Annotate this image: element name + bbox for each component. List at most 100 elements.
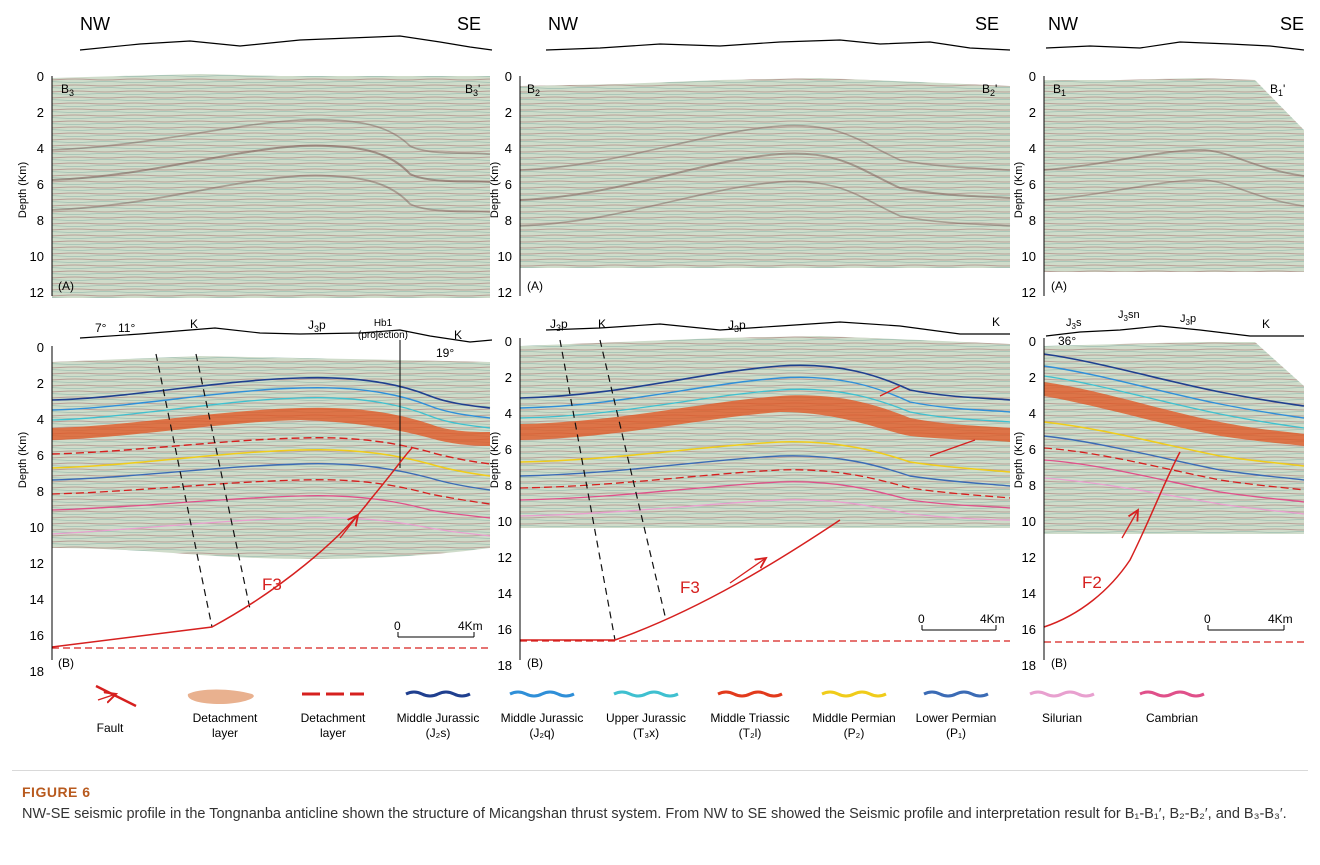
depth-axis-label-a: Depth (Km)	[17, 162, 29, 218]
svg-text:layer: layer	[212, 726, 238, 740]
seismic-section-b	[52, 356, 490, 560]
depth-ticks-a: 0 2 4 6 8 10 12	[30, 69, 44, 300]
svg-text:0: 0	[37, 69, 44, 84]
svg-text:10: 10	[1022, 514, 1036, 529]
svg-text:B1': B1'	[1270, 82, 1285, 98]
svg-text:Middle Triassic: Middle Triassic	[710, 711, 789, 725]
svg-text:Upper Jurassic: Upper Jurassic	[606, 711, 686, 725]
well-label: Hb1	[374, 318, 393, 329]
svg-text:14: 14	[498, 586, 512, 601]
svg-text:12: 12	[498, 550, 512, 565]
legend-j2q: Middle Jurassic (J₂q)	[501, 690, 584, 740]
svg-text:Depth (Km): Depth (Km)	[489, 432, 501, 488]
svg-text:4Km: 4Km	[1268, 612, 1293, 626]
svg-text:19°: 19°	[436, 346, 454, 360]
svg-text:4: 4	[505, 141, 512, 156]
svg-text:12: 12	[1022, 550, 1036, 565]
svg-text:2: 2	[505, 370, 512, 385]
svg-text:4: 4	[1029, 406, 1036, 421]
svg-text:layer: layer	[320, 726, 346, 740]
line-start-label: B3	[61, 82, 74, 98]
svg-text:0: 0	[505, 334, 512, 349]
svg-text:K: K	[454, 328, 462, 342]
svg-text:4: 4	[37, 412, 44, 427]
svg-text:6: 6	[37, 177, 44, 192]
svg-text:J3s: J3s	[1066, 317, 1082, 331]
svg-text:(A): (A)	[1051, 279, 1067, 293]
depth-ticks-b: 0 2 4 6 8 10 12 14 16 18	[30, 340, 44, 679]
svg-text:4: 4	[1029, 141, 1036, 156]
svg-text:0: 0	[394, 619, 401, 633]
svg-text:0: 0	[37, 340, 44, 355]
svg-text:Middle Jurassic: Middle Jurassic	[397, 711, 480, 725]
svg-text:18: 18	[30, 664, 44, 679]
svg-text:8: 8	[1029, 213, 1036, 228]
figure-caption: FIGURE 6 NW-SE seismic profile in the To…	[22, 784, 1302, 825]
svg-text:J3p: J3p	[308, 318, 326, 334]
well-projection-label: (projection)	[358, 330, 408, 341]
svg-text:SE: SE	[1280, 14, 1304, 34]
svg-text:F2: F2	[1082, 573, 1102, 592]
svg-text:Cambrian: Cambrian	[1146, 711, 1198, 725]
column-b1: NW SE B1 B1' 0 2 4 6 8 10 12 Depth (Km) …	[1013, 14, 1305, 673]
svg-text:J3p: J3p	[550, 317, 568, 333]
svg-text:4: 4	[505, 406, 512, 421]
svg-text:B2: B2	[527, 82, 540, 98]
scale-bar: 0 4Km	[394, 619, 483, 638]
svg-text:16: 16	[30, 628, 44, 643]
svg-text:8: 8	[505, 478, 512, 493]
svg-text:10: 10	[30, 249, 44, 264]
seismic-figure: NW SE B3 B3' 0 2 4 6 8 10 12 Depth (Km) …	[17, 14, 1305, 740]
svg-text:Depth (Km): Depth (Km)	[1013, 432, 1025, 488]
svg-text:2: 2	[1029, 105, 1036, 120]
svg-text:8: 8	[1029, 478, 1036, 493]
svg-text:36°: 36°	[1058, 334, 1076, 348]
svg-text:K: K	[190, 317, 198, 331]
svg-text:7°: 7°	[95, 321, 107, 335]
svg-text:Middle Jurassic: Middle Jurassic	[501, 711, 584, 725]
svg-text:Fault: Fault	[97, 721, 124, 735]
svg-text:8: 8	[505, 213, 512, 228]
svg-text:Depth (Km): Depth (Km)	[17, 432, 29, 488]
svg-text:2: 2	[1029, 370, 1036, 385]
svg-text:0: 0	[1029, 69, 1036, 84]
svg-text:(A): (A)	[527, 279, 543, 293]
svg-text:4Km: 4Km	[458, 619, 483, 633]
svg-text:0: 0	[1204, 612, 1211, 626]
panel-label-b: (B)	[58, 656, 74, 670]
svg-text:11°: 11°	[118, 321, 135, 335]
svg-text:J3sn: J3sn	[1118, 309, 1140, 323]
svg-text:10: 10	[30, 520, 44, 535]
svg-text:8: 8	[37, 484, 44, 499]
svg-text:16: 16	[1022, 622, 1036, 637]
svg-text:6: 6	[505, 177, 512, 192]
legend: Fault Detachment layer Detachment layer …	[95, 684, 1205, 740]
svg-text:12: 12	[1022, 285, 1036, 300]
svg-text:(P₁): (P₁)	[946, 726, 966, 740]
svg-text:12: 12	[30, 556, 44, 571]
seismic-section-a	[52, 74, 490, 298]
legend-p2: Middle Permian (P₂)	[812, 690, 896, 740]
svg-text:10: 10	[498, 249, 512, 264]
svg-text:2: 2	[37, 376, 44, 391]
caption-title: FIGURE 6	[22, 784, 91, 800]
svg-text:6: 6	[37, 448, 44, 463]
svg-text:NW: NW	[548, 14, 578, 34]
legend-t2l: Middle Triassic (T₂l)	[710, 690, 790, 740]
svg-text:J3p: J3p	[1180, 313, 1196, 327]
svg-text:NW: NW	[1048, 14, 1078, 34]
svg-text:Silurian: Silurian	[1042, 711, 1082, 725]
svg-text:12: 12	[498, 285, 512, 300]
svg-text:Lower Permian: Lower Permian	[916, 711, 997, 725]
svg-text:14: 14	[1022, 586, 1036, 601]
column-b3: NW SE B3 B3' 0 2 4 6 8 10 12 Depth (Km) …	[17, 14, 493, 679]
svg-text:18: 18	[1022, 658, 1036, 673]
svg-text:Detachment: Detachment	[193, 711, 258, 725]
svg-text:(P₂): (P₂)	[844, 726, 865, 740]
caption-text: NW-SE seismic profile in the Tongnanba a…	[22, 806, 1287, 822]
svg-text:B1: B1	[1053, 82, 1066, 98]
svg-text:(B): (B)	[1051, 656, 1067, 670]
svg-text:(J₂s): (J₂s)	[426, 726, 451, 740]
surface-labels-b3: 7° 11° K J3p 19° K	[95, 317, 462, 360]
svg-text:(B): (B)	[527, 656, 543, 670]
